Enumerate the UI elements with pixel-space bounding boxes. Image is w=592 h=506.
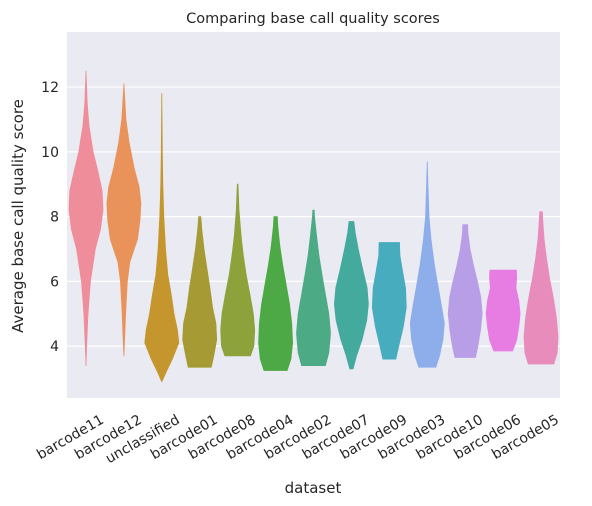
violin-barcode05 — [523, 211, 559, 365]
violin-barcode01 — [182, 216, 218, 368]
violin-barcode09 — [371, 242, 407, 360]
violin-unclassified — [144, 93, 180, 383]
y-axis-label: Average base call quality score — [9, 99, 27, 333]
violin-barcode02 — [296, 209, 331, 366]
violin-barcode03 — [409, 161, 445, 368]
violins — [68, 70, 559, 383]
y-tick-label: 12 — [41, 80, 59, 96]
y-tick-label: 4 — [50, 339, 59, 355]
y-tick-label: 10 — [41, 145, 59, 161]
y-tick-label: 8 — [50, 210, 59, 226]
violin-barcode12 — [106, 83, 142, 357]
violin-barcode04 — [258, 216, 293, 371]
y-tick-label: 6 — [50, 274, 59, 290]
violin-barcode08 — [220, 183, 256, 357]
violin-barcode11 — [68, 70, 104, 366]
violin-barcode06 — [485, 269, 521, 352]
y-tick-labels: 4 6 8 10 12 — [41, 80, 59, 355]
violin-barcode07 — [334, 221, 369, 370]
x-axis-label: dataset — [285, 479, 342, 497]
x-tick-labels: barcode11barcode12unclassifiedbarcode01b… — [34, 412, 562, 467]
chart-title: Comparing base call quality scores — [186, 11, 440, 27]
violin-barcode10 — [447, 224, 483, 358]
